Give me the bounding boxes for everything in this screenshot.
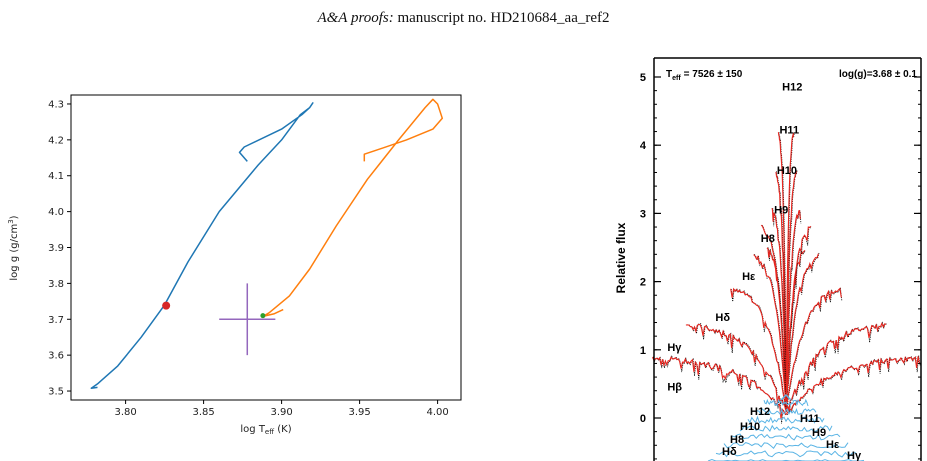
spectrum-content: H12 H11 H10 H9 H8 Hε Hδ Hγ Hβ H12 H11 H10 H9 H8 Hε Hδ Hγ <box>651 82 921 461</box>
residual-trace-4 <box>739 424 833 433</box>
manuscript-id: manuscript no. HD210684_aa_ref2 <box>397 10 610 26</box>
line-label-7: Hδ <box>715 312 730 324</box>
right-y-tick-label: 1 <box>640 345 646 357</box>
left-x-tick-label: 3.80 <box>114 407 136 418</box>
model-spectrum-7 <box>730 287 842 407</box>
residual-trace-1 <box>763 398 809 407</box>
line-label-8: Hγ <box>667 342 682 354</box>
line-label-3: H10 <box>777 165 797 177</box>
left-y-tick-label: 3.9 <box>48 243 64 254</box>
left-y-tick-label: 3.5 <box>48 387 64 398</box>
left-x-tick-label: 3.95 <box>348 407 370 418</box>
left-y-axis-label: log g (g/cm3) <box>7 215 20 280</box>
residual-label-6: Hε <box>826 439 840 451</box>
error-cross <box>219 283 276 356</box>
track-marker-2 <box>260 313 266 319</box>
left-x-axis-label: log Teff (K) <box>240 424 291 436</box>
residual-trace-6 <box>723 442 849 449</box>
journal-name: A&A proofs: <box>317 10 394 26</box>
residual-trace-7 <box>715 450 857 458</box>
residual-label-8: Hγ <box>847 450 862 461</box>
running-header: A&A proofs: manuscript no. HD210684_aa_r… <box>0 10 927 27</box>
line-label-1: H12 <box>782 82 802 94</box>
right-y-tick-label: 4 <box>640 140 647 152</box>
residual-trace-8 <box>707 458 865 461</box>
residual-label-7: Hδ <box>722 446 737 458</box>
right-y-tick-label: 5 <box>640 72 646 84</box>
left-y-tick-label: 4.3 <box>48 99 64 110</box>
right-y-tick-label: 3 <box>640 208 646 220</box>
track-series-1 <box>90 102 314 389</box>
left-y-ticks: 3.5 3.6 3.7 3.8 3.9 4.0 4.1 4.2 4.3 <box>48 99 71 398</box>
left-x-tick-label: 4.00 <box>426 407 448 418</box>
residual-trace-3 <box>747 415 825 424</box>
left-x-tick-label: 3.85 <box>192 407 214 418</box>
line-label-4: H9 <box>774 204 788 216</box>
residual-label-5: H8 <box>730 434 744 446</box>
right-y-tick-label: 0 <box>640 413 646 425</box>
track-series-2 <box>262 98 444 318</box>
right-minor-ticks <box>654 76 921 460</box>
hr-diagram-panel: 3.80 3.85 3.90 3.95 4.00 3.5 3.6 3.7 3.8 3.9 4.0 4… <box>7 94 462 436</box>
left-markers-group <box>162 301 266 319</box>
line-label-5: H8 <box>761 233 775 245</box>
line-label-6: Hε <box>742 271 756 283</box>
left-y-tick-label: 3.8 <box>48 279 64 290</box>
residual-trace-5 <box>731 433 841 441</box>
left-x-tick-label: 3.90 <box>270 407 292 418</box>
left-y-tick-label: 4.0 <box>48 207 64 218</box>
residual-label-4: H9 <box>812 427 826 439</box>
left-y-tick-label: 3.7 <box>48 315 64 326</box>
right-y-tick-label: 2 <box>640 277 646 289</box>
teff-annotation: Teff = 7526 ± 150 <box>666 69 743 82</box>
track-marker-1 <box>162 301 171 310</box>
left-y-tick-label: 4.1 <box>48 171 64 182</box>
line-label-9: Hβ <box>667 382 682 394</box>
line-label-2: H11 <box>779 125 799 137</box>
model-spectrum-6 <box>753 253 819 400</box>
residual-core <box>780 394 792 401</box>
residual-label-3: H10 <box>740 421 760 433</box>
left-y-tick-label: 3.6 <box>48 351 64 362</box>
left-series-group <box>90 98 444 389</box>
left-y-tick-label: 4.2 <box>48 135 64 146</box>
left-x-ticks: 3.80 3.85 3.90 3.95 4.00 <box>114 400 449 418</box>
right-y-axis-label: Relative flux <box>614 222 628 293</box>
logg-annotation: log(g)=3.68 ± 0.1 <box>839 69 917 80</box>
residual-trace-2 <box>755 407 817 416</box>
model-spectrum-9 <box>651 355 921 419</box>
residual-label-1: H12 <box>750 406 770 418</box>
spectrum-panel: H12 H11 H10 H9 H8 Hε Hδ Hγ Hβ H12 H11 H10 H9 H8 Hε Hδ Hγ… <box>614 57 922 461</box>
residual-label-2: H11 <box>800 413 820 425</box>
